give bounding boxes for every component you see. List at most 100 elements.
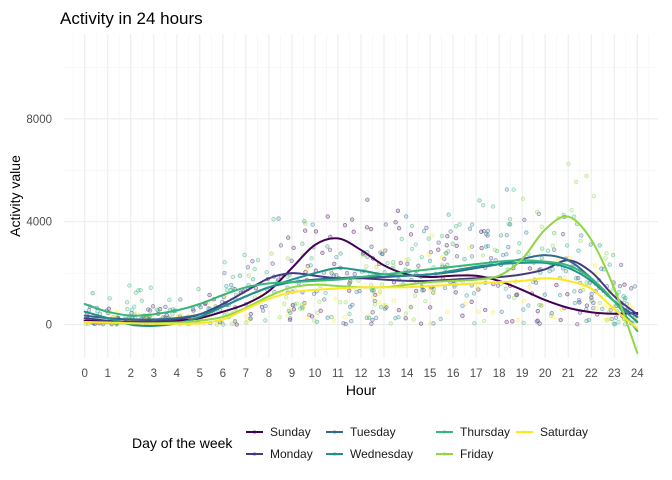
scatter-point (410, 246, 415, 252)
scatter-point (552, 231, 557, 236)
scatter-point (308, 263, 313, 268)
scatter-point (332, 261, 337, 267)
scatter-point (606, 317, 612, 322)
scatter-point (312, 318, 317, 323)
scatter-point (621, 294, 626, 299)
scatter-point (490, 310, 495, 315)
scatter-point (291, 245, 296, 251)
scatter-point (565, 292, 570, 297)
chart-title: Activity in 24 hours (60, 9, 203, 28)
legend-key-point (522, 430, 527, 434)
x-tick-label: 12 (355, 368, 368, 380)
scatter-point (489, 255, 494, 261)
scatter-point (469, 254, 475, 259)
scatter-point (616, 320, 621, 325)
scatter-point (580, 285, 585, 291)
scatter-point (278, 243, 284, 248)
scatter-point (396, 315, 401, 320)
scatter-point (304, 315, 310, 320)
scatter-point (344, 271, 350, 276)
scatter-point (250, 277, 256, 282)
scatter-point (453, 235, 459, 241)
scatter-point (584, 280, 589, 285)
scatter-point (586, 317, 592, 323)
scatter-point (276, 216, 281, 221)
scatter-point (348, 280, 353, 285)
scatter-point (453, 224, 459, 229)
scatter-point (482, 318, 487, 324)
scatter-point (325, 214, 330, 219)
x-axis-ticks: 0 1 2 3 4 5 6 7 8 9 10 11 12 13 14 15 16 17 18 19 20 21 22 23 24 (82, 368, 645, 380)
scatter-point (391, 263, 396, 269)
scatter-point (253, 286, 259, 291)
scatter-point (338, 251, 343, 256)
scatter-point (230, 286, 235, 291)
scatter-point (277, 315, 282, 320)
scatter-point (222, 270, 227, 276)
scatter-point (613, 315, 619, 320)
scatter-point (237, 273, 243, 278)
y-tick-label: 4000 (26, 217, 52, 229)
scatter-point (229, 321, 235, 326)
scatter-point (351, 229, 356, 234)
scatter-point (133, 290, 139, 295)
scatter-point (381, 248, 386, 253)
scatter-point (464, 293, 469, 298)
scatter-point (224, 283, 229, 289)
scatter-point (563, 269, 569, 274)
x-tick-label: 20 (539, 368, 552, 380)
scatter-point (302, 219, 307, 224)
scatter-point (498, 233, 504, 238)
scatter-point (292, 302, 297, 307)
scatter-point (500, 252, 506, 258)
scatter-point (427, 258, 433, 263)
legend-title: Day of the week (132, 435, 233, 451)
scatter-point (270, 261, 275, 266)
scatter-point (369, 282, 374, 288)
scatter-point (413, 242, 418, 247)
scatter-point (356, 278, 361, 283)
scatter-point (494, 248, 500, 254)
scatter-point (369, 244, 374, 249)
scatter-point (285, 313, 290, 319)
legend-item-monday: Monday (246, 447, 313, 461)
scatter-point (365, 197, 370, 202)
scatter-point (416, 263, 421, 268)
scatter-point (291, 307, 297, 312)
scatter-point (454, 254, 460, 259)
legend-item-tuesday: Tuesday (326, 425, 396, 439)
scatter-point (333, 296, 338, 301)
scatter-point (443, 250, 448, 256)
legend-item-sunday: Sunday (246, 425, 311, 439)
scatter-point (343, 300, 348, 305)
scatter-point (370, 310, 375, 315)
scatter-point (322, 297, 327, 302)
scatter-point (329, 314, 334, 320)
scatter-point (178, 297, 183, 302)
legend-key-point (442, 430, 447, 434)
scatter-point (302, 302, 307, 307)
scatter-point (374, 265, 379, 270)
x-tick-label: 7 (243, 368, 249, 380)
scatter-point (395, 208, 401, 213)
scatter-point (327, 247, 333, 253)
scatter-point (557, 292, 563, 298)
scatter-point (476, 309, 481, 314)
scatter-point (481, 202, 486, 208)
scatter-point (300, 241, 305, 246)
scatter-point (558, 317, 563, 323)
scatter-point (576, 248, 581, 253)
scatter-point (222, 260, 227, 265)
scatter-point (526, 303, 531, 308)
legend-label: Friday (460, 447, 493, 461)
scatter-point (481, 228, 487, 234)
scatter-point (506, 294, 512, 299)
scatter-point (442, 285, 448, 291)
scatter-point (286, 308, 291, 314)
scatter-point (352, 272, 357, 277)
scatter-point (325, 315, 330, 320)
scatter-point (163, 304, 168, 309)
scatter-point (303, 228, 308, 233)
scatter-point (504, 233, 509, 238)
x-tick-label: 0 (82, 368, 88, 380)
